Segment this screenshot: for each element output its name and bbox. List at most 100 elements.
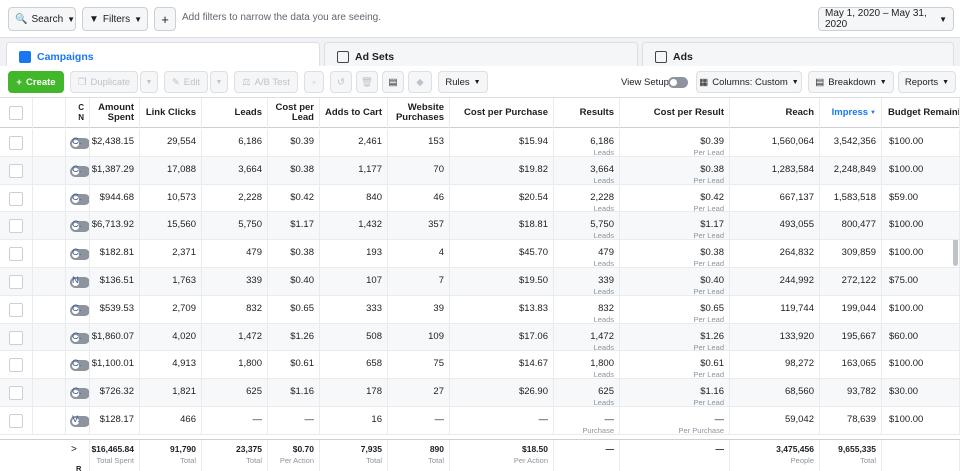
view-setup-toggle[interactable] [668,77,688,88]
cell-cpr: $0.42 Per Lead [620,184,730,213]
campaign-name-link[interactable]: C. [72,219,82,231]
campaign-toggle[interactable] [70,165,90,177]
table-row[interactable]: C. $1,100.01 4,913 1,800 $0.61 658 75 $14.67 1,8… [0,351,960,379]
reports-button[interactable]: Reports ▼ [898,71,956,93]
campaign-toggle[interactable] [70,249,90,261]
table-row[interactable]: C. $6,713.92 15,560 5,750 $1.17 1,432 357 $18.8… [0,212,960,240]
table-row[interactable]: C. $944.68 10,573 2,228 $0.42 840 46 $20.54 2,22… [0,184,960,213]
row-checkbox[interactable] [9,136,23,150]
header-impressions[interactable]: Impress ▼ [820,98,882,128]
date-range-picker[interactable]: May 1, 2020 – May 31, 2020 ▼ [818,7,954,31]
cell-budget: $59.00 [882,184,960,212]
search-button[interactable]: 🔍 Search ▼ [8,7,76,31]
campaign-toggle[interactable] [70,360,90,372]
preview-button[interactable]: ▤ [382,71,404,93]
cell-cpr: $1.17 Per Lead [620,212,730,240]
header-amount-spent[interactable]: Amount Spent [90,98,140,128]
header-cost-per-purchase[interactable]: Cost per Purchase [450,98,554,128]
campaign-toggle[interactable] [70,277,90,288]
header-results[interactable]: Results [554,98,620,128]
table-row[interactable]: N $136.51 1,763 339 $0.40 107 7 $19.50 339 Leads $… [0,268,960,296]
campaign-name-link[interactable]: C. [72,330,82,342]
header-website-purchases[interactable]: Website Purchases [388,98,450,128]
campaign-name-link[interactable]: C. [72,386,82,398]
campaign-toggle[interactable] [70,304,90,316]
cell-value: 93,782 [846,386,876,398]
rules-button[interactable]: Rules ▼ [438,71,488,93]
tag-button[interactable]: ◆ [408,71,432,93]
header-cost-per-result[interactable]: Cost per Result [620,98,730,128]
cell-budget: $100.00 [882,351,960,379]
chevron-down-icon: ▼ [145,78,153,86]
expand-icon[interactable]: > [71,443,77,455]
table-row[interactable]: C. $1,860.07 4,020 1,472 $1.26 508 109 $17.06 1,… [0,323,960,352]
row-checkbox[interactable] [9,330,23,345]
table-row[interactable]: C. $1,387.29 17,088 3,664 $0.38 1,177 70 $19.82… [0,156,960,185]
campaign-toggle[interactable] [70,193,90,205]
cell-impr: 3,542,356 [820,129,882,156]
row-checkbox[interactable] [9,386,23,401]
row-checkbox[interactable] [9,358,23,373]
header-leads[interactable]: Leads [202,98,268,128]
undo-button[interactable]: ↺ [330,71,352,93]
campaign-name-link[interactable]: V. [72,414,81,425]
campaign-name-link[interactable]: C. [72,358,82,370]
row-checkbox[interactable] [9,191,23,206]
header-budget[interactable]: Budget Remainin [882,98,960,128]
row-checkbox[interactable] [9,302,23,317]
row-checkbox[interactable] [9,219,23,234]
cell-value: $0.40 [290,275,314,286]
cell-value: 339 [246,275,262,286]
row-checkbox[interactable] [9,247,23,262]
edit-button[interactable]: ✎ Edit [164,71,208,93]
create-button[interactable]: + Create [8,71,64,93]
edit-dropdown[interactable]: ▼ [210,71,228,93]
table-row[interactable]: C. $539.53 2,709 832 $0.65 333 39 $13.83 832 Lead… [0,295,960,324]
cell-value: 466 [180,414,196,425]
table-row[interactable]: C. $2,438.15 29,554 6,186 $0.39 2,461 153 $15.9… [0,129,960,157]
duplicate-dropdown[interactable]: ▼ [140,71,158,93]
vertical-scrollbar[interactable] [953,228,958,266]
breakdown-button[interactable]: ▤ Breakdown ▼ [808,71,894,93]
ab-test-button[interactable]: ⚖ A/B Test [234,71,298,93]
header-adds-to-cart[interactable]: Adds to Cart [320,98,388,128]
campaign-name-link[interactable]: C. [72,191,82,203]
header-cost-per-lead[interactable]: Cost per Lead [268,98,320,128]
campaign-name-link[interactable]: C. [72,163,82,175]
select-all-checkbox[interactable] [9,106,23,120]
delete-button[interactable]: 🗑 [356,71,378,93]
campaign-toggle[interactable] [70,221,90,233]
header-name[interactable]: C N [66,98,90,128]
table-row[interactable]: C. $726.32 1,821 625 $1.16 178 27 $26.90 625 Lead… [0,379,960,407]
filters-button[interactable]: ▼ Filters ▼ [82,7,148,31]
campaign-name-link[interactable]: C. [72,136,82,147]
cell-clicks: 4,913 [140,351,202,379]
campaign-name-link[interactable]: N [72,275,79,286]
campaign-name-link[interactable]: C. [72,247,82,259]
row-checkbox[interactable] [9,275,23,289]
campaign-name-link[interactable]: C. [72,302,82,314]
duplicate-button[interactable]: ❐ Duplicate [70,71,138,93]
campaign-toggle[interactable] [70,332,90,344]
cell-reach: 98,272 [730,351,820,379]
tab-ads[interactable]: Ads [642,42,954,70]
cell-clicks: 1,763 [140,268,202,295]
table-row[interactable]: C. $182.81 2,371 479 $0.38 193 4 $45.70 479 Leads… [0,240,960,268]
header-impressions-label: Impress [831,107,869,118]
add-filter-button[interactable]: + [154,7,176,31]
header-reach[interactable]: Reach [730,98,820,128]
header-link-clicks[interactable]: Link Clicks [140,98,202,128]
table-row[interactable]: V. $128.17 466— —16— — — Purchase — Per Purchase… [0,407,960,435]
lock-button[interactable]: ▫ [304,71,324,93]
cell-value: 5,750 [238,219,262,231]
row-checkbox[interactable] [9,163,23,178]
tab-campaigns[interactable]: Campaigns [6,42,320,70]
cell-value: 178 [366,386,382,398]
top-filter-bar: 🔍 Search ▼ ▼ Filters ▼ + Add filters to … [0,0,960,38]
columns-button[interactable]: ▦ Columns: Custom ▼ [696,71,802,93]
row-checkbox[interactable] [9,414,23,428]
campaign-toggle[interactable] [70,416,90,427]
campaign-toggle[interactable] [70,138,90,149]
campaign-toggle[interactable] [70,388,90,400]
tab-ad-sets[interactable]: Ad Sets [324,42,638,70]
